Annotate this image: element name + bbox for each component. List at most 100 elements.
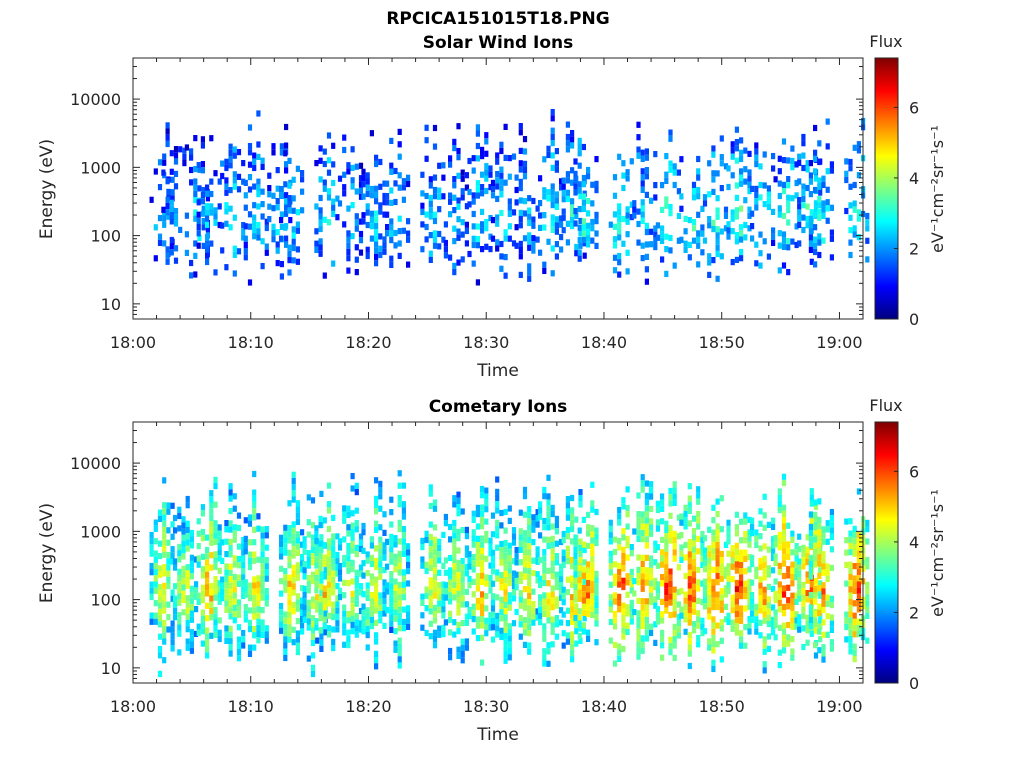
heatmap-cell (683, 504, 688, 511)
heatmap-cell (153, 538, 158, 545)
heatmap-cell (821, 569, 826, 576)
heatmap-cell (527, 605, 532, 612)
heatmap-cell (625, 511, 630, 518)
heatmap-cell (586, 573, 591, 580)
heatmap-cell (247, 539, 253, 546)
heatmap-cell (594, 601, 599, 609)
colorbar-tick-label: 2 (909, 603, 919, 622)
heatmap-cell (428, 232, 433, 239)
heatmap-cell (385, 211, 390, 218)
heatmap-cell (213, 207, 218, 214)
heatmap-cell (350, 621, 355, 628)
heatmap-cell (518, 571, 523, 578)
heatmap-cell (649, 530, 654, 537)
heatmap-cell (522, 641, 528, 648)
heatmap-cell (561, 586, 566, 593)
heatmap-cell (719, 569, 724, 576)
heatmap-cell (625, 218, 630, 225)
heatmap-cell (561, 592, 566, 600)
heatmap-cell (480, 171, 485, 178)
heatmap-cell (821, 644, 826, 651)
heatmap-cell (617, 153, 622, 160)
heatmap-cell (365, 221, 370, 229)
heatmap-cell (475, 597, 480, 604)
heatmap-cell (358, 570, 364, 577)
heatmap-cell (586, 173, 591, 180)
heatmap-cell (578, 557, 583, 564)
heatmap-cell (424, 137, 429, 144)
heatmap-cell (310, 553, 316, 560)
heatmap-cell (369, 604, 374, 611)
heatmap-cell (702, 553, 708, 560)
heatmap-cell (182, 147, 187, 154)
heatmap-cell (162, 240, 167, 247)
heatmap-cell (679, 513, 684, 520)
heatmap-cell (443, 557, 448, 564)
heatmap-cell (781, 157, 787, 164)
heatmap-cell (754, 566, 759, 573)
heatmap-cell (771, 604, 776, 611)
heatmap-cell (542, 660, 547, 667)
heatmap-cell (723, 541, 729, 548)
heatmap-cell (495, 476, 500, 483)
heatmap-cell (781, 237, 787, 244)
heatmap-cell (378, 245, 383, 252)
heatmap-cell (754, 260, 759, 267)
heatmap-cell (794, 617, 799, 624)
heatmap-cell (252, 582, 257, 589)
heatmap-cell (291, 546, 296, 553)
heatmap-cell (165, 134, 170, 141)
heatmap-cell (527, 512, 532, 519)
heatmap-cell (577, 150, 582, 157)
heatmap-cell (848, 611, 853, 618)
heatmap-cell (801, 214, 806, 221)
heatmap-cell (490, 593, 496, 600)
heatmap-cell (612, 598, 618, 605)
heatmap-cell (550, 566, 555, 573)
heatmap-cell (350, 590, 355, 597)
heatmap-cell (660, 206, 665, 213)
heatmap-cell (559, 563, 564, 570)
heatmap-cell (538, 606, 543, 613)
heatmap-cell (173, 257, 179, 264)
heatmap-cell (287, 574, 292, 581)
heatmap-cell (279, 143, 284, 150)
heatmap-cell (625, 268, 630, 275)
heatmap-cell (503, 614, 508, 621)
heatmap-cell (786, 603, 791, 610)
heatmap-cell (264, 600, 269, 607)
heatmap-cell (771, 523, 776, 530)
heatmap-cell (640, 573, 645, 580)
heatmap-cell (456, 147, 461, 155)
heatmap-cell (696, 168, 701, 175)
heatmap-cell (762, 201, 767, 208)
heatmap-cell (668, 593, 673, 600)
heatmap-cell (808, 511, 813, 518)
heatmap-cell (848, 561, 853, 568)
heatmap-cell (655, 593, 660, 600)
heatmap-cell (346, 505, 351, 512)
heatmap-cell (424, 561, 429, 568)
heatmap-cell (621, 621, 626, 628)
heatmap-cell (649, 586, 654, 593)
figure-title: RPCICA151015T18.PNG (386, 9, 609, 29)
y-tick-label: 1000 (80, 522, 121, 541)
heatmap-cell (813, 248, 818, 256)
heatmap-cell (750, 598, 755, 605)
heatmap-cell (848, 592, 853, 599)
heatmap-cell (817, 572, 822, 579)
heatmap-cell (762, 574, 767, 581)
heatmap-cell (432, 242, 438, 249)
heatmap-cell (401, 581, 406, 588)
heatmap-cell (750, 235, 755, 242)
heatmap-cell (821, 181, 826, 188)
heatmap-cell (771, 233, 776, 240)
heatmap-cell (205, 553, 210, 560)
heatmap-cell (581, 622, 586, 629)
heatmap-cell (655, 519, 660, 526)
heatmap-cell (707, 582, 712, 589)
heatmap-cell (636, 152, 641, 159)
heatmap-cell (166, 188, 171, 195)
heatmap-cell (200, 210, 205, 217)
heatmap-cell (640, 180, 645, 187)
